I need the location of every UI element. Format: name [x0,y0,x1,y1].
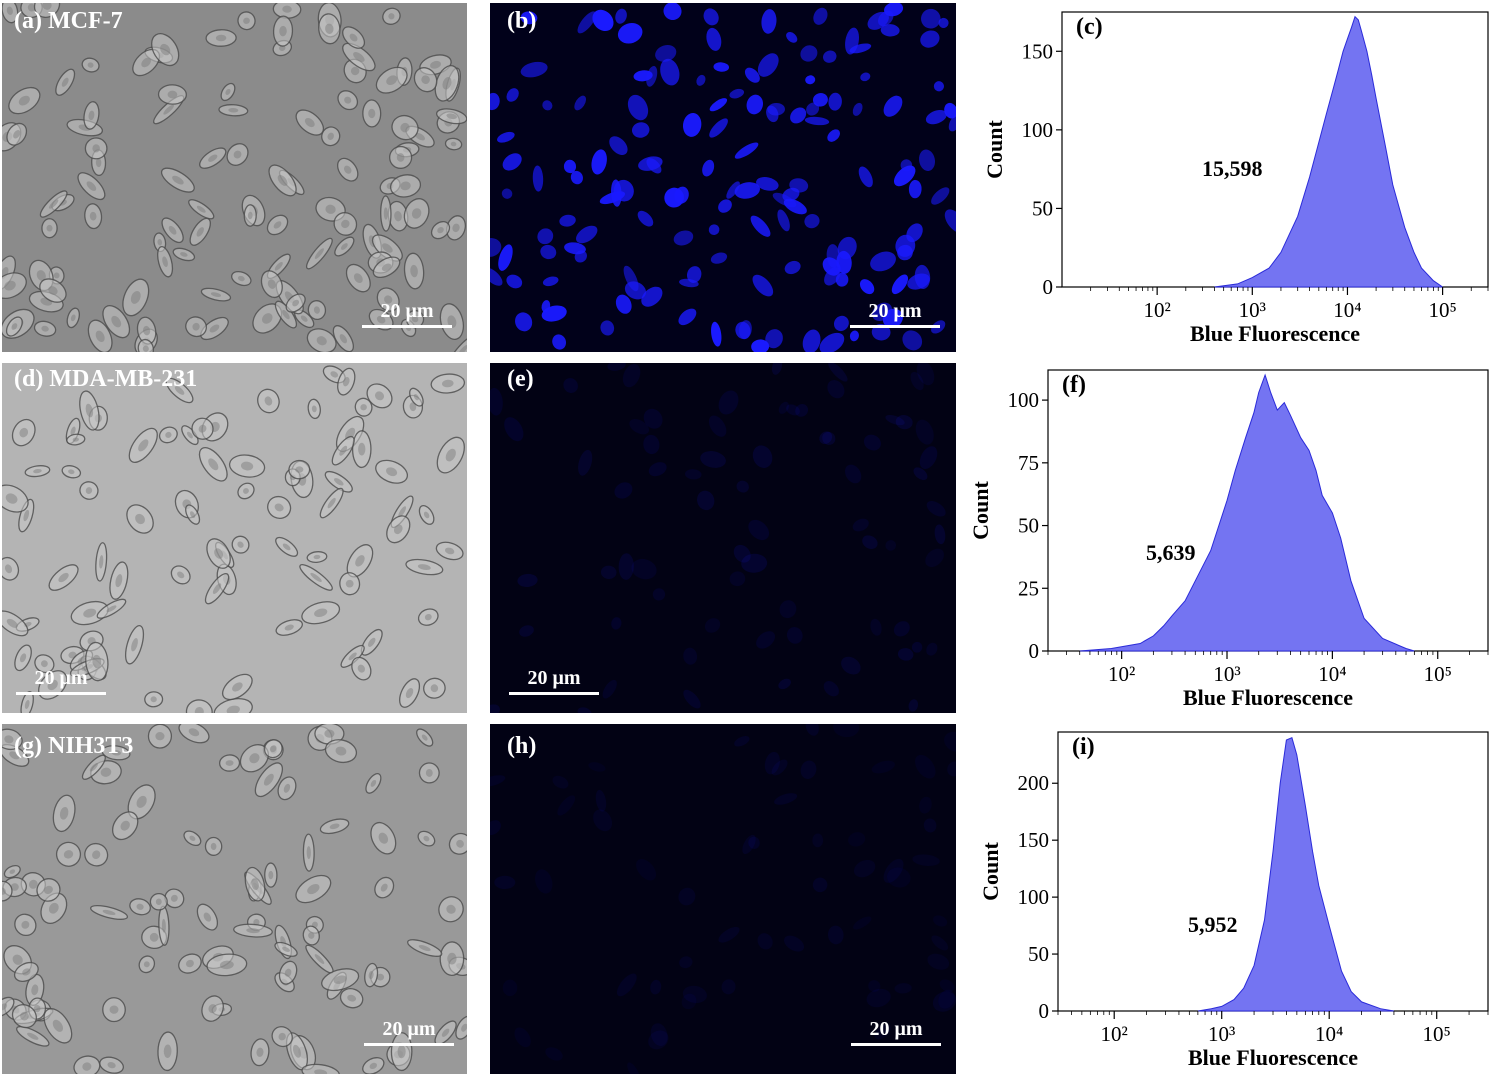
panel-label-b: (b) [507,8,537,34]
y-tick-label: 25 [1018,576,1039,600]
x-tick-label: 10² [1101,1022,1128,1046]
fluorescence-cells-image [490,363,956,713]
panel-label-d: (d) MDA-MB-231 [14,366,198,392]
y-tick-label: 200 [1018,771,1050,795]
brightfield-cells-image [2,363,467,713]
histogram-area [1079,373,1415,652]
scale-bar: 20 μm [509,667,599,695]
y-tick-label: 0 [1043,275,1054,299]
scale-bar-label: 20 μm [380,300,434,322]
scale-bar-line [509,692,599,695]
histogram-i: 0 50 100 150 200 10² 10³ 10⁴ 10⁵ Blue Fluorescenc… [978,731,1489,1070]
y-tick-label: 0 [1029,639,1040,663]
y-tick-label: 150 [1022,39,1054,63]
x-tick-label: 10⁴ [1333,298,1361,322]
scale-bar: 20 μm [851,1018,941,1046]
y-axis-label: Count [968,480,993,539]
x-tick-label: 10³ [1239,298,1266,322]
scale-bar: 20 μm [16,667,106,695]
scale-bar-label: 20 μm [527,667,581,689]
brightfield-cells-image [2,724,467,1074]
scale-bar: 20 μm [364,1018,454,1046]
scale-bar-label: 20 μm [869,1018,923,1040]
y-tick-label: 50 [1018,514,1039,538]
y-tick-label: 100 [1008,388,1040,412]
y-axis-label: Count [982,119,1007,178]
mean-fluorescence-annotation: 15,598 [1202,156,1263,181]
panel-label-h: (h) [507,733,537,759]
panel-label-e: (e) [507,366,534,392]
mean-fluorescence-annotation: 5,952 [1188,912,1238,937]
scale-bar: 20 μm [850,300,940,328]
scale-bar: 20 μm [362,300,452,328]
y-tick-label: 50 [1032,196,1053,220]
y-tick-label: 50 [1028,942,1049,966]
x-tick-label: 10⁵ [1424,662,1452,686]
x-axis-label: Blue Fluorescence [1190,321,1360,346]
scale-bar-label: 20 μm [34,667,88,689]
y-tick-label: 150 [1018,828,1050,852]
scale-bar-line [850,325,940,328]
panel-label-g: (g) NIH3T3 [14,733,134,759]
x-tick-label: 10³ [1208,1022,1235,1046]
micrograph-g [2,724,467,1074]
fluorescence-h [490,724,956,1074]
x-tick-label: 10⁴ [1318,662,1346,686]
x-tick-label: 10² [1144,298,1171,322]
x-tick-label: 10⁴ [1315,1022,1343,1046]
x-axis-label: Blue Fluorescence [1188,1045,1358,1070]
scale-bar-label: 20 μm [382,1018,436,1040]
y-tick-label: 100 [1018,885,1050,909]
fluorescence-cells-image [490,724,956,1074]
scale-bar-line [851,1043,941,1046]
histogram-area [1214,15,1443,288]
scale-bar-label: 20 μm [868,300,922,322]
fluorescence-cells-image [490,3,956,352]
histogram-c: 0 50 100 150 10² 10³ 10⁴ 10⁵ Blue Fluorescence Co… [982,11,1489,346]
x-tick-label: 10⁵ [1423,1022,1451,1046]
x-axis-label: Blue Fluorescence [1183,685,1353,710]
brightfield-cells-image [2,3,467,352]
fluorescence-e [490,363,956,713]
x-tick-label: 10³ [1213,662,1240,686]
panel-label-a: (a) MCF-7 [14,8,123,34]
x-tick-label: 10² [1108,662,1135,686]
panel-label: (f) [1062,372,1086,398]
scale-bar-line [364,1043,454,1046]
micrograph-a [2,3,467,352]
scale-bar-line [362,325,452,328]
scale-bar-line [16,692,106,695]
micrograph-d [2,363,467,713]
plot-frame [1061,11,1489,288]
x-tick-label: 10⁵ [1428,298,1456,322]
y-tick-label: 100 [1022,118,1054,142]
y-tick-label: 0 [1039,999,1050,1023]
y-tick-label: 75 [1018,451,1039,475]
y-axis-label: Count [978,841,1003,900]
histogram-f: 0 25 50 75 100 10² 10³ 10⁴ 10⁵ Blue Fluorescence C… [968,369,1489,710]
panel-label: (c) [1076,14,1103,40]
fluorescence-b [490,3,956,352]
panel-label: (i) [1072,734,1095,760]
mean-fluorescence-annotation: 5,639 [1146,540,1196,565]
histogram-area [1197,737,1394,1012]
